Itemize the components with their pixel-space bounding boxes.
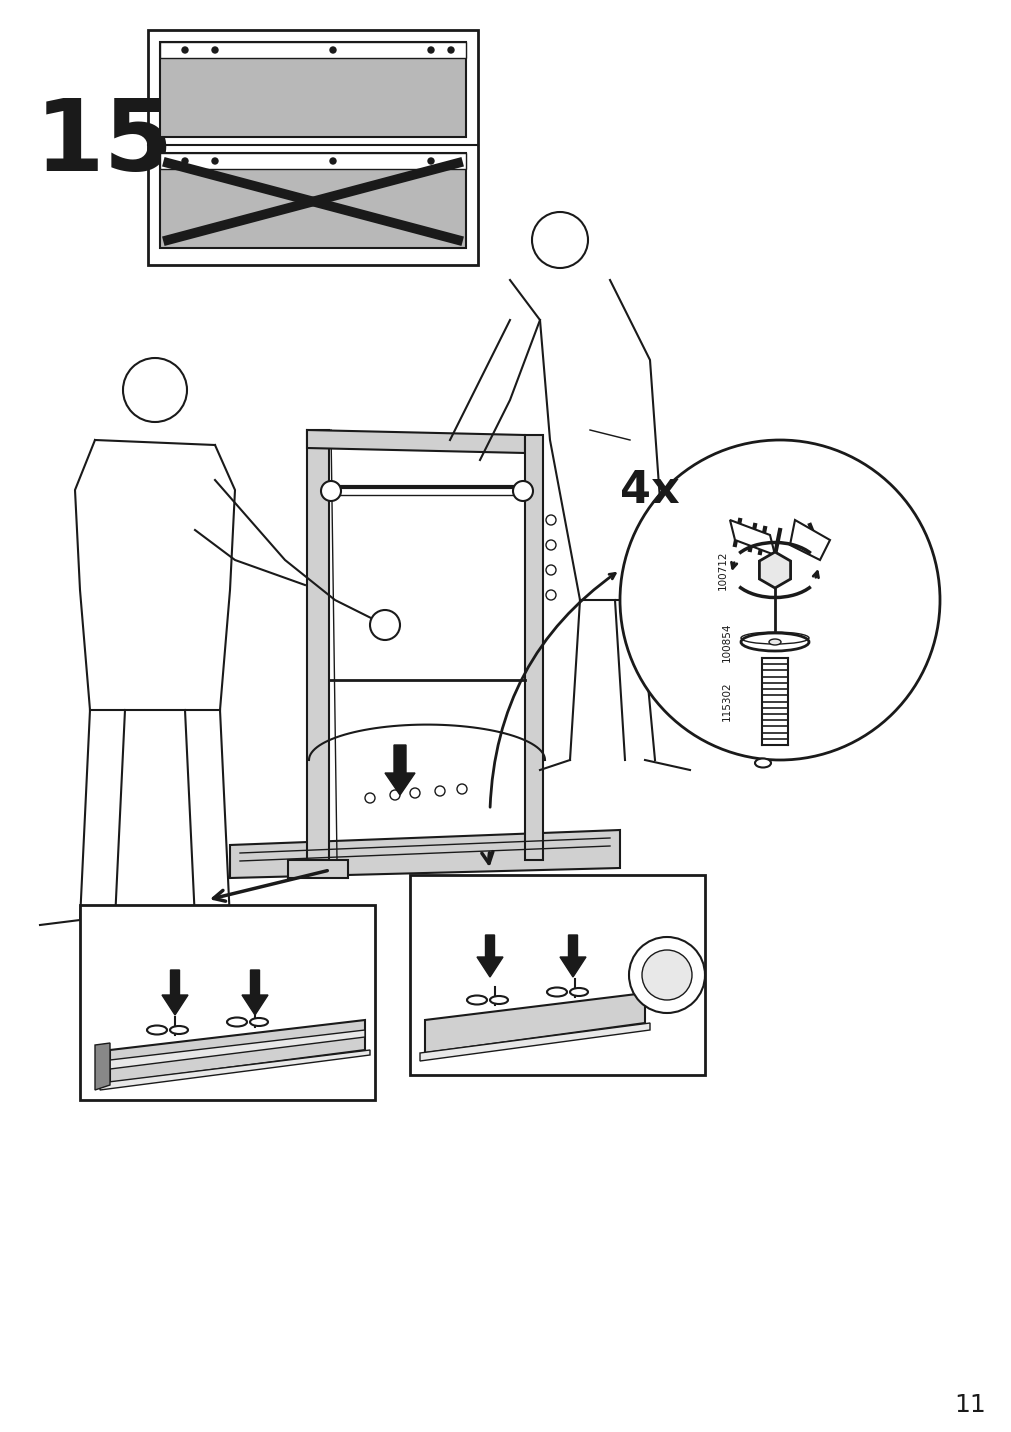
Circle shape bbox=[320, 481, 341, 501]
Polygon shape bbox=[758, 551, 790, 589]
Circle shape bbox=[365, 793, 375, 803]
Polygon shape bbox=[729, 520, 774, 556]
Circle shape bbox=[330, 47, 336, 53]
Bar bbox=[525, 435, 543, 861]
Circle shape bbox=[620, 440, 939, 760]
Circle shape bbox=[428, 47, 434, 53]
Text: 100854: 100854 bbox=[721, 623, 731, 662]
Ellipse shape bbox=[569, 988, 587, 997]
Ellipse shape bbox=[466, 995, 486, 1004]
Circle shape bbox=[629, 937, 705, 1012]
FancyArrow shape bbox=[559, 935, 585, 977]
Ellipse shape bbox=[754, 759, 770, 768]
Circle shape bbox=[532, 212, 587, 268]
Ellipse shape bbox=[740, 633, 808, 652]
Circle shape bbox=[211, 47, 217, 53]
Text: 115302: 115302 bbox=[721, 682, 731, 722]
Circle shape bbox=[513, 481, 533, 501]
Circle shape bbox=[370, 610, 399, 640]
Polygon shape bbox=[425, 992, 644, 1053]
Bar bbox=[148, 30, 477, 265]
FancyArrow shape bbox=[162, 969, 188, 1015]
Circle shape bbox=[546, 516, 555, 526]
Ellipse shape bbox=[147, 1025, 167, 1034]
Circle shape bbox=[457, 783, 466, 793]
Circle shape bbox=[330, 158, 336, 165]
Polygon shape bbox=[790, 520, 829, 560]
FancyArrow shape bbox=[242, 969, 268, 1015]
Bar bbox=[160, 153, 465, 248]
Circle shape bbox=[448, 47, 454, 53]
Polygon shape bbox=[110, 1030, 365, 1070]
Polygon shape bbox=[100, 1050, 370, 1090]
Circle shape bbox=[428, 158, 434, 165]
Polygon shape bbox=[306, 430, 525, 453]
Circle shape bbox=[546, 540, 555, 550]
Polygon shape bbox=[420, 1022, 649, 1061]
Polygon shape bbox=[110, 1020, 365, 1083]
Bar bbox=[80, 905, 375, 1100]
Text: 4x: 4x bbox=[620, 468, 679, 511]
Circle shape bbox=[182, 47, 188, 53]
Ellipse shape bbox=[547, 988, 566, 997]
Text: 11: 11 bbox=[953, 1393, 985, 1418]
Text: 15: 15 bbox=[35, 95, 174, 192]
Circle shape bbox=[182, 158, 188, 165]
Polygon shape bbox=[95, 1042, 110, 1090]
Polygon shape bbox=[229, 831, 620, 878]
Ellipse shape bbox=[489, 997, 508, 1004]
Bar bbox=[288, 861, 348, 878]
Circle shape bbox=[389, 790, 399, 800]
Text: 100712: 100712 bbox=[717, 550, 727, 590]
Circle shape bbox=[641, 949, 692, 1000]
Ellipse shape bbox=[250, 1018, 268, 1025]
Circle shape bbox=[211, 158, 217, 165]
Circle shape bbox=[546, 590, 555, 600]
Bar bbox=[306, 430, 329, 861]
FancyArrow shape bbox=[384, 745, 415, 795]
Ellipse shape bbox=[170, 1025, 188, 1034]
Ellipse shape bbox=[226, 1018, 247, 1027]
Circle shape bbox=[435, 786, 445, 796]
Bar bbox=[160, 42, 465, 59]
Circle shape bbox=[409, 788, 420, 798]
FancyArrow shape bbox=[476, 935, 502, 977]
Bar bbox=[160, 153, 465, 169]
Ellipse shape bbox=[768, 639, 780, 644]
Bar bbox=[409, 875, 705, 1075]
Circle shape bbox=[546, 566, 555, 576]
Circle shape bbox=[123, 358, 187, 422]
Bar bbox=[160, 42, 465, 137]
